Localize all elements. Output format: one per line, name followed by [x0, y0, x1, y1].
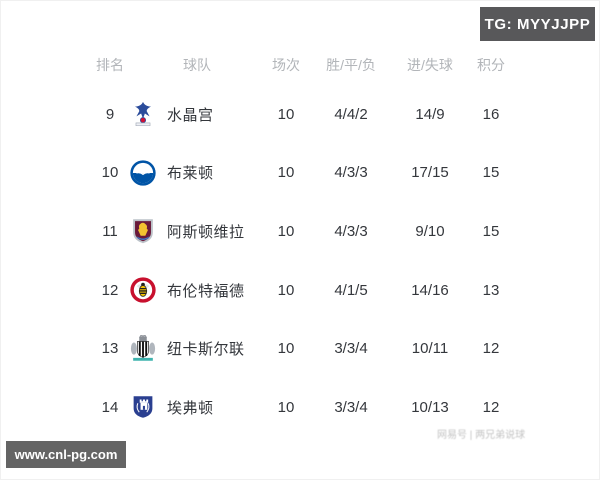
goals-for-against: 14/9	[415, 105, 445, 123]
goals-for-against: 9/10	[415, 222, 445, 240]
rank-value: 11	[102, 222, 118, 240]
brentford-crest-icon	[130, 277, 156, 303]
table-row: 9 水晶宫 10 4/4/2 14/9 16	[96, 85, 524, 144]
aston-villa-crest-icon	[133, 219, 153, 244]
table-row: 12 布伦特福德 10 4/1/5 14/16 13	[96, 261, 524, 320]
team-name: 水晶宫	[167, 106, 214, 124]
goals-for-against: 10/11	[411, 340, 449, 358]
points-value: 15	[482, 164, 500, 182]
brighton-crest-icon	[130, 160, 156, 186]
header-rank: 排名	[96, 57, 124, 73]
points-value: 13	[482, 281, 500, 299]
rank-value: 9	[105, 105, 115, 123]
table-row: 11 阿斯顿维拉 10 4/3/3 9/10 15	[96, 202, 524, 261]
team-name: 布伦特福德	[167, 282, 245, 300]
win-draw-loss: 3/3/4	[334, 398, 368, 416]
team-name: 埃弗顿	[167, 399, 214, 417]
telegram-badge: TG: MYYJJPP	[480, 7, 595, 41]
header-played: 场次	[272, 57, 300, 73]
team-badge	[124, 158, 162, 188]
rank-value: 14	[101, 398, 119, 416]
goals-for-against: 10/13	[411, 398, 449, 416]
standings-table: 排名 球队 场次 胜/平/负 进/失球 积分 9 水晶宫 10 4/4/2 14…	[96, 45, 524, 437]
matches-played: 10	[277, 222, 295, 240]
matches-played: 10	[277, 105, 295, 123]
team-badge	[124, 99, 162, 129]
header-wdl: 胜/平/负	[326, 57, 376, 73]
team-badge	[124, 275, 162, 305]
team-badge	[124, 216, 162, 246]
website-badge: www.cnl-pg.com	[6, 441, 126, 468]
win-draw-loss: 4/4/2	[334, 105, 368, 123]
team-name: 布莱顿	[167, 165, 214, 183]
rank-value: 13	[101, 340, 119, 358]
points-value: 15	[482, 222, 500, 240]
matches-played: 10	[277, 398, 295, 416]
source-watermark: 网易号 | 两兄弟说球	[437, 430, 526, 441]
rank-value: 10	[101, 164, 119, 182]
matches-played: 10	[277, 164, 295, 182]
rank-value: 12	[101, 281, 119, 299]
win-draw-loss: 4/3/3	[334, 222, 368, 240]
team-badge	[124, 334, 162, 364]
points-value: 12	[482, 340, 500, 358]
goals-for-against: 14/16	[411, 281, 449, 299]
team-name: 纽卡斯尔联	[167, 341, 245, 359]
table-row: 14 埃弗顿 10 3/3/4 10/13 12	[96, 378, 524, 437]
header-team: 球队	[183, 57, 211, 73]
team-badge	[124, 392, 162, 422]
win-draw-loss: 4/3/3	[334, 164, 368, 182]
points-value: 12	[482, 398, 500, 416]
win-draw-loss: 3/3/4	[334, 340, 368, 358]
newcastle-crest-icon	[130, 334, 156, 361]
header-goals: 进/失球	[407, 57, 453, 73]
crystal-palace-crest-icon	[135, 102, 151, 127]
win-draw-loss: 4/1/5	[334, 281, 368, 299]
table-header: 排名 球队 场次 胜/平/负 进/失球 积分	[96, 45, 524, 85]
team-name: 阿斯顿维拉	[167, 223, 245, 241]
header-points: 积分	[477, 57, 505, 73]
table-row: 10 布莱顿 10 4/3/3 17/15 15	[96, 144, 524, 203]
table-body: 9 水晶宫 10 4/4/2 14/9 16 10 布莱顿 10 4/3/3 1…	[96, 85, 524, 437]
matches-played: 10	[277, 340, 295, 358]
matches-played: 10	[277, 281, 295, 299]
goals-for-against: 17/15	[411, 164, 449, 182]
table-row: 13 纽卡斯尔联 10 3/3/4 10/11 12	[96, 319, 524, 378]
points-value: 16	[482, 105, 500, 123]
everton-crest-icon	[133, 396, 153, 419]
